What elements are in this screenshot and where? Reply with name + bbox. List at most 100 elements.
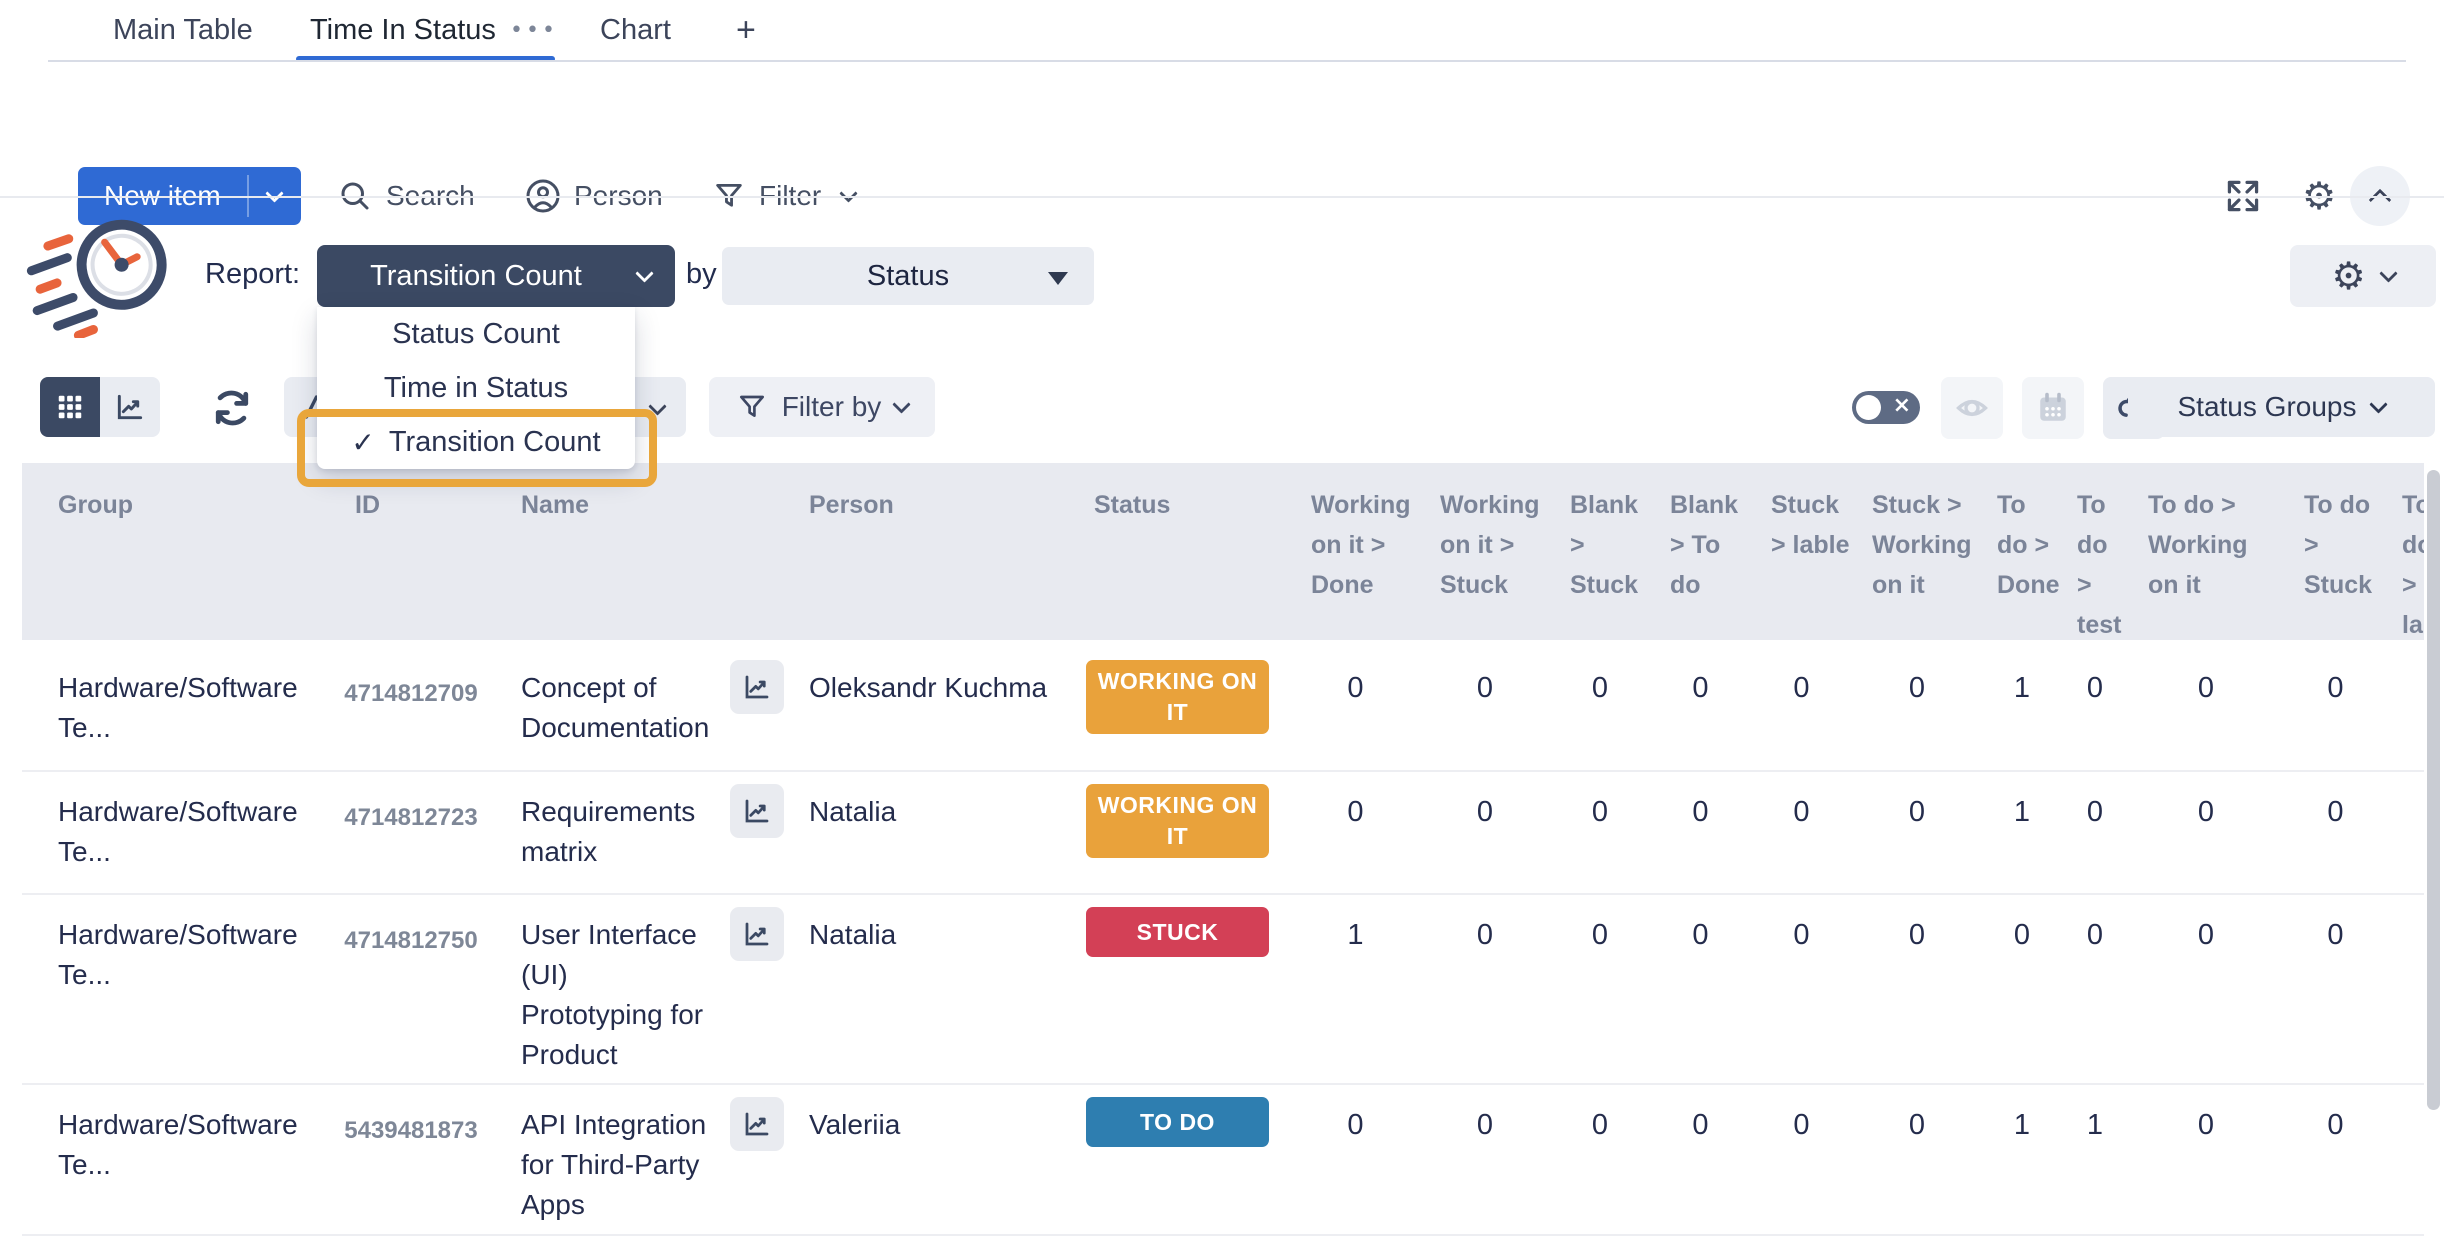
item-chart-button[interactable] bbox=[730, 1097, 784, 1151]
item-chart-button[interactable] bbox=[730, 660, 784, 714]
item-chart-button[interactable] bbox=[730, 907, 784, 961]
cell-name: Requirements matrix bbox=[521, 796, 696, 867]
preview-button-disabled[interactable] bbox=[1941, 377, 2003, 439]
chart-view-button[interactable] bbox=[100, 377, 160, 437]
cell-value: 0 bbox=[2086, 796, 2104, 828]
status-badge[interactable]: WORKING ON IT bbox=[1086, 660, 1269, 734]
tab-options-ellipsis-icon[interactable]: ••• bbox=[510, 17, 558, 43]
status-badge[interactable]: STUCK bbox=[1086, 907, 1269, 957]
cell-value: 0 bbox=[1793, 796, 1810, 828]
cell-value: 0 bbox=[2197, 919, 2215, 951]
cell-id: 4714812723 bbox=[344, 804, 478, 831]
active-tab-underline bbox=[296, 56, 555, 62]
menu-item-time-in-status[interactable]: Time in Status bbox=[383, 371, 569, 404]
column-header-person: Person bbox=[809, 491, 894, 519]
filter-by-dropdown[interactable]: Filter by bbox=[709, 377, 935, 437]
status-groups-dropdown[interactable]: Status Groups bbox=[2128, 377, 2435, 437]
menu-item-status-count[interactable]: Status Count bbox=[392, 317, 560, 350]
chevron-down-icon bbox=[2369, 394, 2389, 414]
cell-value: 0 bbox=[1591, 796, 1609, 828]
cell-id: 5439481873 bbox=[344, 1117, 478, 1144]
vertical-scrollbar-thumb[interactable] bbox=[2427, 470, 2440, 1110]
refresh-icon bbox=[215, 390, 249, 426]
item-chart-button[interactable] bbox=[730, 784, 784, 838]
tab-chart[interactable]: Chart bbox=[600, 13, 671, 46]
cell-value: 0 bbox=[2327, 1109, 2344, 1141]
table-row: Hardware/Software Te... 4714812723 Requi… bbox=[22, 772, 2424, 895]
cell-id: 4714812709 bbox=[344, 680, 478, 707]
gear-icon: ⚙ bbox=[2331, 254, 2366, 298]
chevron-down-icon bbox=[635, 264, 654, 283]
view-mode-switch bbox=[40, 377, 160, 437]
cell-id: 4714812750 bbox=[344, 927, 478, 954]
status-badge[interactable]: WORKING ON IT bbox=[1086, 784, 1269, 858]
filter-button[interactable]: Filter bbox=[712, 167, 858, 225]
column-header-transition: To do > test bbox=[2077, 491, 2122, 639]
column-header-transition: Blank > To do bbox=[1670, 491, 1739, 599]
table-body: Hardware/Software Te... 4714812709 Conce… bbox=[22, 648, 2424, 1236]
cell-value: 0 bbox=[1692, 796, 1709, 828]
cell-value: 0 bbox=[1476, 796, 1494, 828]
cell-group: Hardware/Software Te... bbox=[58, 919, 298, 990]
cell-value: 0 bbox=[1347, 796, 1364, 828]
eye-icon bbox=[1956, 399, 1988, 417]
toggle-x-mark: × bbox=[1892, 393, 1911, 418]
column-header-transition: Working on it > Stuck bbox=[1440, 491, 1540, 599]
fullscreen-button[interactable] bbox=[2212, 165, 2274, 227]
cell-value: 0 bbox=[1591, 672, 1609, 704]
cell-value: 1 bbox=[2086, 1109, 2104, 1141]
widget-settings-dropdown[interactable]: ⚙ bbox=[2290, 245, 2436, 307]
calendar-icon bbox=[2040, 392, 2066, 421]
group-by-dropdown[interactable]: Status bbox=[722, 247, 1094, 305]
cell-person: Oleksandr Kuchma bbox=[809, 672, 1048, 703]
grid-icon bbox=[58, 395, 82, 419]
column-header-transition: To do > Working on it bbox=[2148, 491, 2248, 599]
table-view-button[interactable] bbox=[40, 377, 100, 437]
table-row: Hardware/Software Te... 4714812709 Conce… bbox=[22, 648, 2424, 772]
search-button[interactable]: Search bbox=[337, 167, 475, 225]
menu-item-transition-count[interactable]: ✓ Transition Count bbox=[351, 425, 601, 459]
column-header-transition: Stuck > lable bbox=[1771, 491, 1850, 559]
cell-group: Hardware/Software Te... bbox=[58, 796, 298, 867]
cell-value: 1 bbox=[1347, 919, 1364, 951]
line-chart-icon bbox=[745, 799, 769, 823]
tab-main-table[interactable]: Main Table bbox=[113, 13, 253, 46]
cell-value: 0 bbox=[1347, 672, 1364, 704]
chevron-down-icon bbox=[892, 394, 911, 414]
status-badge[interactable]: TO DO bbox=[1086, 1097, 1269, 1147]
cell-name: User Interface (UI) Prototyping for Prod… bbox=[521, 919, 704, 1070]
table-row: Hardware/Software Te... 4714812750 User … bbox=[22, 895, 2424, 1085]
cell-value: 0 bbox=[2013, 919, 2031, 951]
cell-value: 0 bbox=[1591, 919, 1609, 951]
cell-value: 0 bbox=[2197, 1109, 2215, 1141]
cell-value: 0 bbox=[2327, 796, 2344, 828]
new-item-button[interactable]: New item bbox=[104, 180, 221, 211]
column-header-transition: To do > Stuck bbox=[2304, 491, 2373, 599]
cell-value: 0 bbox=[1908, 1109, 1926, 1141]
column-header-status: Status bbox=[1094, 491, 1171, 519]
refresh-button[interactable] bbox=[210, 386, 254, 430]
cell-value: 0 bbox=[1793, 672, 1810, 704]
cell-value: 0 bbox=[2086, 919, 2104, 951]
column-header-transition: Stuck > Working on it bbox=[1872, 491, 1972, 599]
cell-value: 0 bbox=[1692, 1109, 1709, 1141]
board-tab-bar: Main Table Time In Status ••• Chart + bbox=[0, 0, 2444, 62]
report-type-dropdown[interactable]: Transition Count bbox=[317, 245, 675, 307]
cell-value: 0 bbox=[2086, 672, 2104, 704]
date-range-button-disabled[interactable] bbox=[2022, 377, 2084, 439]
toggle-switch-off[interactable]: × bbox=[1852, 391, 1920, 424]
funnel-icon bbox=[739, 395, 764, 417]
cell-value: 0 bbox=[1347, 1109, 1364, 1141]
tab-time-in-status[interactable]: Time In Status bbox=[310, 13, 496, 46]
search-icon bbox=[341, 182, 369, 210]
chevron-down-icon bbox=[648, 397, 667, 416]
add-tab-button[interactable]: + bbox=[736, 10, 756, 49]
cell-value: 1 bbox=[2013, 672, 2031, 704]
cell-value: 0 bbox=[1476, 919, 1494, 951]
column-header-transition: Working on it > Done bbox=[1311, 491, 1411, 599]
time-in-status-logo bbox=[26, 208, 176, 338]
cell-value: 0 bbox=[2197, 796, 2215, 828]
triangle-down-icon bbox=[1048, 272, 1068, 285]
line-chart-icon bbox=[117, 394, 143, 420]
chevron-down-icon bbox=[265, 183, 284, 203]
